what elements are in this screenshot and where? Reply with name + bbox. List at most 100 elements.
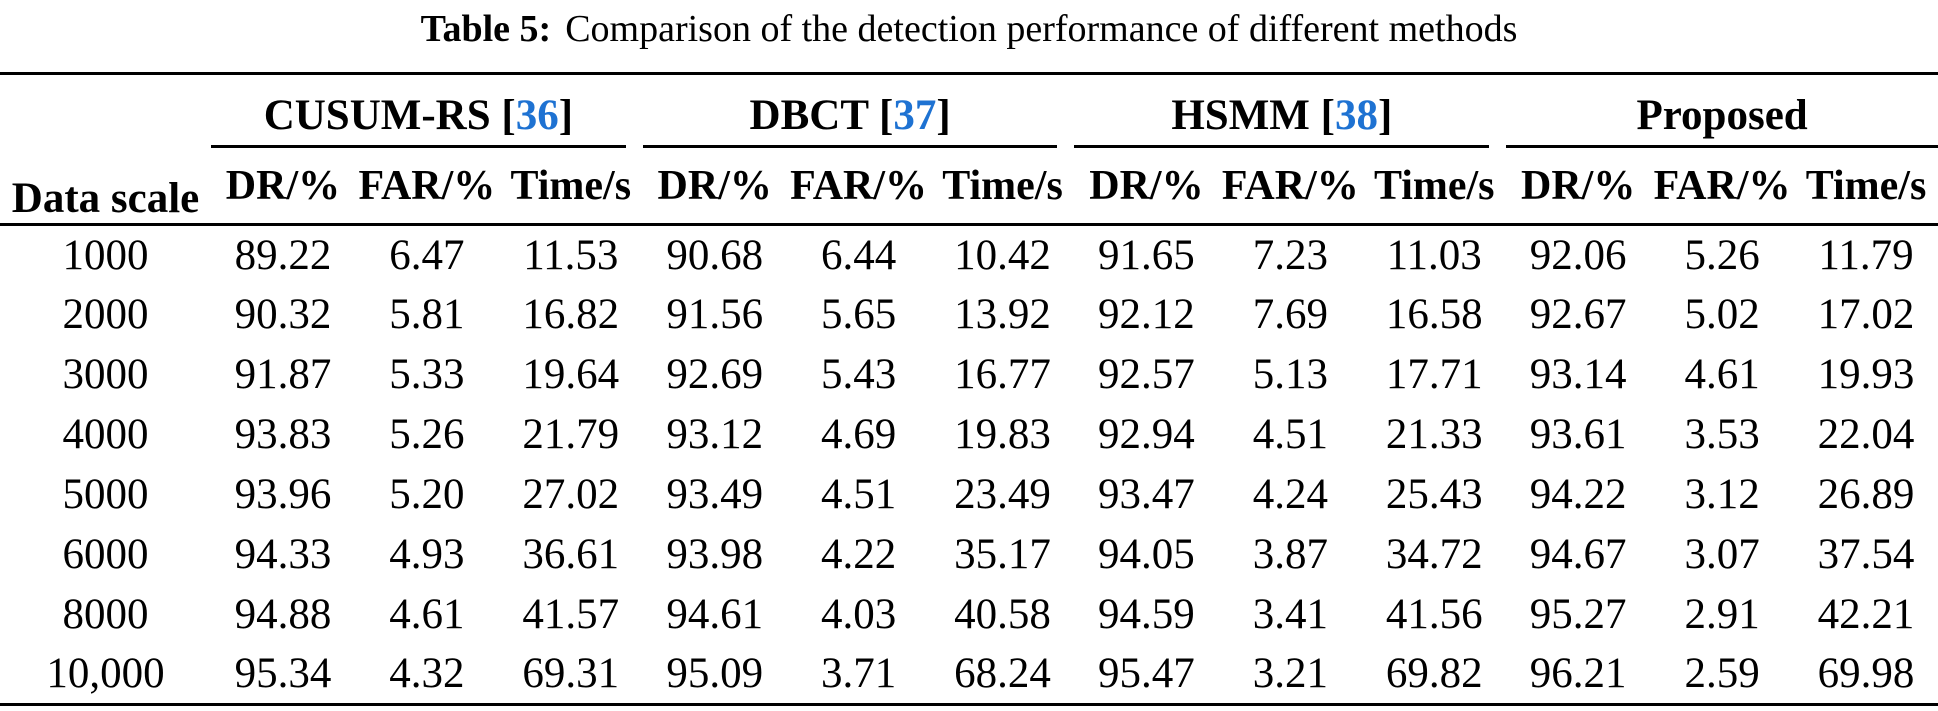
value-cell: 3.12 [1684,471,1760,518]
citation-link-37[interactable]: 37 [893,92,937,139]
value-cell: 21.79 [522,411,620,458]
value-cell: 93.14 [1529,351,1627,398]
value-cell: 13.92 [954,291,1051,338]
data-scale-cell: 4000 [62,411,149,458]
group-header-proposed: Proposed [1506,74,1938,148]
value-cell: 3.07 [1684,531,1760,578]
value-cell: 5.43 [820,351,897,398]
table-row: 4000 93.83 5.26 21.79 93.12 4.69 19.83 92.94 4.5… [0,405,1938,465]
citation-link-36[interactable]: 36 [515,92,559,139]
citation-bracket-open: [ [1320,92,1335,139]
value-cell: 4.24 [1252,471,1328,518]
data-scale-cell: 2000 [62,291,149,338]
value-cell: 95.47 [1098,650,1195,698]
value-cell: 4.32 [389,650,465,698]
table-row: 1000 89.22 6.47 11.53 90.68 6.44 10.42 91.65 7.2… [0,225,1938,285]
value-cell: 93.47 [1098,471,1195,518]
value-cell: 5.26 [1684,231,1760,279]
citation-bracket-open: [ [501,92,516,139]
subheader-far: FAR/% [786,148,931,226]
citation-bracket-open: [ [879,92,894,139]
value-cell: 91.65 [1098,231,1195,279]
value-cell: 19.83 [954,411,1051,458]
value-cell: 5.02 [1684,291,1760,338]
value-cell: 69.31 [522,650,620,698]
value-cell: 41.56 [1385,591,1483,638]
subheader-far: FAR/% [354,148,499,226]
value-cell: 68.24 [954,650,1051,698]
value-cell: 92.94 [1098,411,1195,458]
value-cell: 37.54 [1817,531,1915,578]
value-cell: 16.77 [954,351,1051,398]
citation-bracket-close: ] [558,92,574,139]
subheader-time: Time/s [1794,148,1938,226]
group-header-hsmm: HSMM [38] [1074,74,1506,148]
value-cell: 69.82 [1385,650,1483,698]
value-cell: 4.03 [820,591,897,638]
value-cell: 90.68 [666,231,764,279]
data-scale-cell: 5000 [62,471,149,518]
value-cell: 3.53 [1684,411,1760,458]
group-header-row: Data scale CUSUM-RS [36] DBCT [37] HSMM … [0,73,1938,226]
group-label-cusum-rs: CUSUM-RS [36] [211,91,626,148]
group-header-cusum-rs: CUSUM-RS [36] [211,74,643,148]
subheader-dr: DR/% [1074,148,1219,226]
subheader-far: FAR/% [1218,148,1363,226]
value-cell: 16.58 [1385,291,1483,338]
table-caption-label: Table 5: [420,8,552,50]
value-cell: 92.12 [1098,291,1195,338]
value-cell: 41.57 [522,591,620,638]
value-cell: 34.72 [1385,531,1483,578]
value-cell: 92.67 [1529,291,1627,338]
data-scale-cell: 10,000 [46,650,165,698]
value-cell: 3.87 [1252,531,1328,578]
citation-link-38[interactable]: 38 [1334,92,1378,139]
value-cell: 4.51 [1252,411,1328,458]
value-cell: 91.56 [666,291,764,338]
data-scale-cell: 3000 [62,351,149,398]
value-cell: 90.32 [234,291,332,338]
value-cell: 5.65 [820,291,897,338]
subheader-time: Time/s [1362,148,1507,226]
value-cell: 91.87 [234,351,332,398]
column-header-data-scale: Data scale [0,73,212,226]
table-body: 1000 89.22 6.47 11.53 90.68 6.44 10.42 91.65 7.2… [0,225,1938,705]
data-scale-cell: 8000 [62,591,149,638]
group-label-proposed: Proposed [1506,91,1938,148]
value-cell: 40.58 [954,591,1051,638]
group-label-hsmm: HSMM [38] [1074,91,1490,148]
value-cell: 93.49 [666,471,764,518]
value-cell: 21.33 [1385,411,1483,458]
subheader-time: Time/s [930,148,1075,226]
subheader-dr: DR/% [211,148,355,226]
value-cell: 7.69 [1252,291,1328,338]
table-row: 8000 94.88 4.61 41.57 94.61 4.03 40.58 94.59 3.4… [0,585,1938,645]
value-cell: 93.96 [234,471,332,518]
subheader-dr: DR/% [1506,148,1651,226]
value-cell: 25.43 [1385,471,1483,518]
table-caption-text: Comparison of the detection performance … [565,8,1518,50]
table-row: 6000 94.33 4.93 36.61 93.98 4.22 35.17 94.05 3.8… [0,525,1938,585]
value-cell: 4.93 [389,531,465,578]
value-cell: 94.33 [234,531,332,578]
value-cell: 6.47 [389,231,465,279]
table-row: 3000 91.87 5.33 19.64 92.69 5.43 16.77 92.57 5.1… [0,345,1938,405]
value-cell: 94.67 [1529,531,1627,578]
value-cell: 11.03 [1386,231,1482,279]
value-cell: 89.22 [234,231,332,279]
value-cell: 69.98 [1817,650,1915,698]
value-cell: 2.91 [1684,591,1760,638]
value-cell: 95.27 [1529,591,1627,638]
table-row: 2000 90.32 5.81 16.82 91.56 5.65 13.92 92.12 7.6… [0,285,1938,345]
value-cell: 93.98 [666,531,764,578]
subheader-far: FAR/% [1650,148,1795,226]
value-cell: 42.21 [1817,591,1915,638]
value-cell: 95.34 [234,650,332,698]
method-name: DBCT [749,92,869,139]
value-cell: 5.81 [389,291,465,338]
subheader-row: DR/% FAR/% Time/s DR/% FAR/% Time/s DR/%… [0,148,1938,226]
value-cell: 92.69 [666,351,764,398]
value-cell: 4.69 [820,411,897,458]
value-cell: 19.64 [522,351,620,398]
